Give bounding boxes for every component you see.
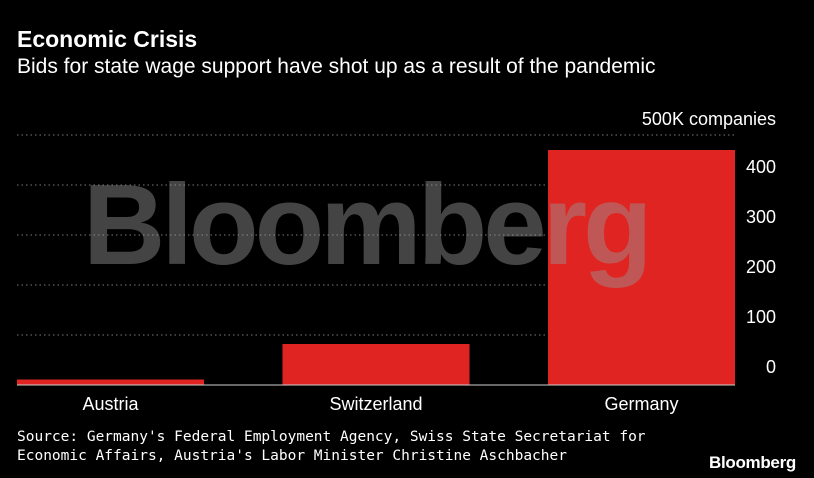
bar-switzerland (282, 344, 470, 385)
y-tick-label: 0 (766, 357, 776, 377)
x-tick-label: Switzerland (329, 394, 422, 414)
y-tick-label: 300 (746, 207, 776, 227)
y-tick-label: 100 (746, 307, 776, 327)
bar-austria (17, 379, 204, 385)
y-axis-unit-label: 500K companies (642, 109, 776, 129)
x-tick-label: Germany (604, 394, 678, 414)
bar-chart: 500K companies 0 100 200 300 400 Austria Switze… (17, 109, 776, 414)
source-note: Source: Germany's Federal Employment Age… (17, 429, 646, 464)
y-tick-label: 400 (746, 157, 776, 177)
x-tick-label: Austria (82, 394, 139, 414)
y-tick-label: 200 (746, 257, 776, 277)
chart-title: Economic Crisis (17, 26, 198, 52)
bar-germany (548, 150, 735, 385)
bloomberg-logo: Bloomberg (708, 453, 796, 472)
chart-subtitle: Bids for state wage support have shot up… (17, 55, 656, 78)
